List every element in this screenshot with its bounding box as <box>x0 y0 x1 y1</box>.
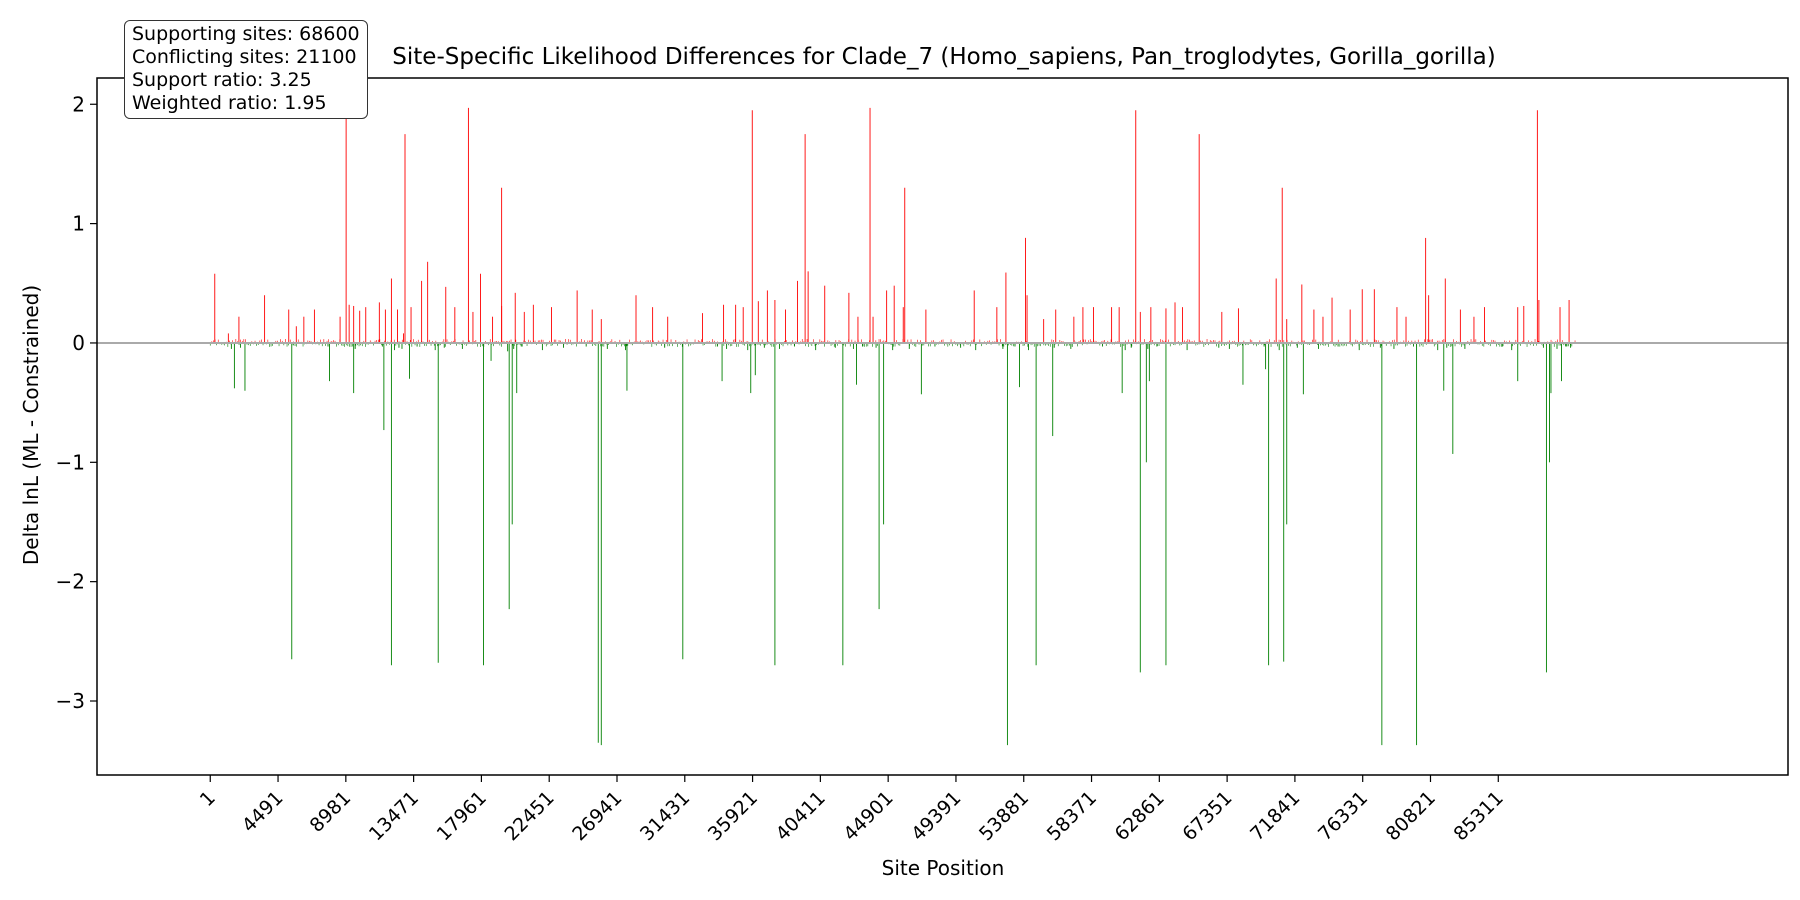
plot-area-frame <box>96 77 1789 776</box>
y-tick-label: −3 <box>56 689 85 713</box>
x-tick-label: 44901 <box>839 787 897 845</box>
x-tick-label: 58371 <box>1043 787 1101 845</box>
y-tick-label: 1 <box>72 212 85 236</box>
y-tick-label: 0 <box>72 331 85 355</box>
x-axis: 1 4491 8981 13471 17961 22451 26941 31431 35921 4… <box>196 775 1508 845</box>
x-tick-label: 8981 <box>306 787 356 837</box>
support-ratio-text: Support ratio: 3.25 <box>132 69 312 91</box>
x-tick-label: 35921 <box>704 787 762 845</box>
x-tick-label: 85311 <box>1450 787 1508 845</box>
y-axis-label: Delta lnL (ML - Constrained) <box>19 285 43 565</box>
conflicting-sites-text: Conflicting sites: 21100 <box>132 46 357 68</box>
x-tick-label: 31431 <box>636 787 694 845</box>
weighted-ratio-text: Weighted ratio: 1.95 <box>132 92 327 114</box>
x-tick-label: 13471 <box>365 787 423 845</box>
x-tick-label: 76331 <box>1314 787 1372 845</box>
x-tick-label: 49391 <box>907 787 965 845</box>
y-tick-label: −2 <box>56 570 85 594</box>
x-tick-label: 80821 <box>1382 787 1440 845</box>
x-tick-label: 22451 <box>500 787 558 845</box>
x-tick-label: 67351 <box>1178 787 1236 845</box>
stats-box: Supporting sites: 68600 Conflicting site… <box>124 20 368 119</box>
x-tick-label: 4491 <box>238 787 288 837</box>
y-axis: −3 −2 −1 0 1 2 <box>56 92 97 713</box>
chart-title: Site-Specific Likelihood Differences for… <box>392 44 1495 70</box>
bars-group <box>209 107 1576 746</box>
x-tick-label: 17961 <box>433 787 491 845</box>
y-tick-label: 2 <box>72 92 85 116</box>
x-tick-label: 40411 <box>772 787 830 845</box>
y-tick-label: −1 <box>56 450 85 474</box>
x-tick-label: 53881 <box>975 787 1033 845</box>
x-tick-label: 71841 <box>1246 787 1304 845</box>
x-tick-label: 62861 <box>1111 787 1169 845</box>
x-axis-label: Site Position <box>882 856 1005 880</box>
x-tick-label: 26941 <box>568 787 626 845</box>
supporting-sites-text: Supporting sites: 68600 <box>132 23 360 45</box>
x-tick-label: 1 <box>196 787 220 811</box>
